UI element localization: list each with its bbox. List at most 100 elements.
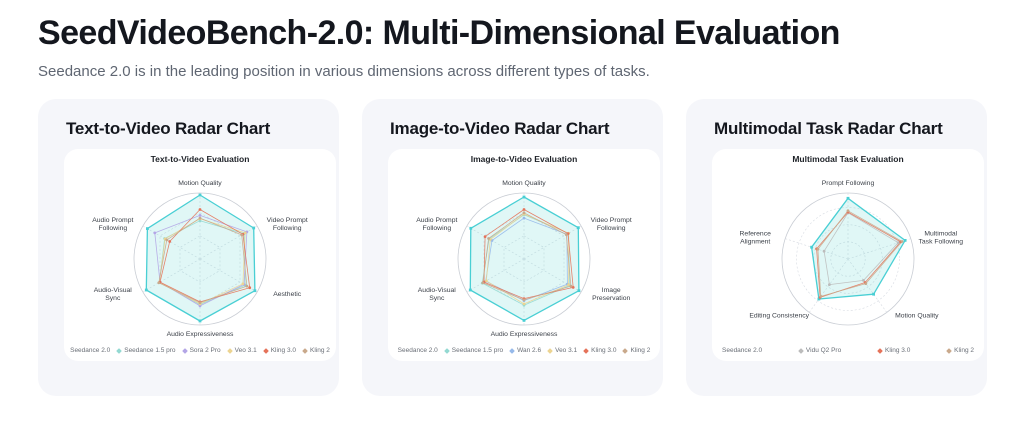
- legend-label: Kling 3.0: [591, 347, 617, 354]
- data-point: [567, 283, 570, 287]
- legend-label: Seedance 2.0: [70, 347, 111, 354]
- legend-label: Seedance 2.0: [722, 347, 763, 354]
- data-point: [576, 226, 580, 230]
- series-seedance-2-0: [810, 197, 906, 300]
- data-point: [896, 241, 900, 245]
- data-point: [564, 233, 568, 236]
- legend-item-seedance-1-5-pro[interactable]: Seedance 1.5 pro: [443, 347, 503, 354]
- legend-marker-icon: [877, 347, 883, 354]
- legend-item-seedance-2-0[interactable]: Seedance 2.0: [398, 347, 438, 354]
- radar-spoke: [142, 225, 201, 260]
- axis-label: Audio Prompt Following: [92, 217, 133, 232]
- legend-marker-icon: [946, 347, 952, 354]
- data-point: [146, 227, 149, 230]
- data-point: [522, 211, 526, 215]
- radar-grid-ring: [503, 235, 545, 283]
- page-subtitle: Seedance 2.0 is in the leading position …: [38, 63, 650, 80]
- data-point: [469, 226, 473, 230]
- data-point: [253, 289, 257, 293]
- data-point: [198, 193, 202, 197]
- legend-item-vidu-q2-pro[interactable]: Vidu Q2 Pro: [798, 347, 842, 354]
- legend-item-sora-2-pro[interactable]: Sora 2 Pro: [181, 347, 221, 354]
- legend-label: Veo 3.1: [555, 347, 578, 354]
- data-point: [569, 284, 573, 288]
- data-point: [168, 240, 172, 243]
- data-point: [810, 245, 813, 249]
- axis-label: Reference Alignment: [740, 230, 772, 245]
- axis-label: Motion Quality: [502, 180, 546, 187]
- legend-item-kling-3-0[interactable]: Kling 3.0: [262, 347, 296, 354]
- legend-label: Kling 2: [310, 347, 330, 354]
- data-point: [522, 195, 526, 199]
- legend-label: Vidu Q2 Pro: [805, 347, 842, 354]
- data-point: [245, 284, 249, 288]
- legend-label: Seedance 1.5 pro: [124, 347, 176, 354]
- card-heading-text-to-video: Text-to-Video Radar Chart: [66, 119, 271, 138]
- data-point: [157, 281, 161, 285]
- legend-label: Sora 2 Pro: [189, 347, 221, 354]
- legend-item-kling-3-0[interactable]: Kling 3.0: [877, 347, 910, 354]
- legend-item-wan-2-6[interactable]: Wan 2.6: [509, 347, 542, 354]
- data-point: [522, 319, 526, 322]
- data-point: [241, 282, 245, 286]
- radar-chart-multimodal-task: Prompt Following Multimodal Task Following…: [740, 180, 963, 326]
- data-point: [862, 279, 865, 282]
- legend-item-kling-3-0[interactable]: Kling 3.0: [583, 347, 617, 354]
- data-point: [900, 240, 904, 243]
- legend-marker-icon: [583, 347, 589, 354]
- legend-item-kling-2[interactable]: Kling 2: [946, 347, 974, 354]
- card-heading-multimodal-task: Multimodal Task Radar Chart: [714, 119, 943, 138]
- data-point: [240, 233, 244, 237]
- radar-spoke: [523, 258, 582, 293]
- legend-item-seedance-1-5-pro[interactable]: Seedance 1.5 pro: [116, 347, 176, 354]
- legend-item-veo-3-1[interactable]: Veo 3.1: [547, 347, 578, 354]
- chart-legend: Seedance 2.0 Seedance 1.5 pro Wan 2.6 Veo 3…: [388, 347, 660, 354]
- data-point: [816, 247, 820, 251]
- axis-label: Editing Consistency: [749, 313, 809, 320]
- data-point: [198, 319, 202, 323]
- legend-marker-icon: [181, 347, 188, 354]
- data-point: [198, 216, 202, 220]
- axis-label: Image Preservation: [592, 287, 630, 302]
- card-heading-image-to-video: Image-to-Video Radar Chart: [390, 119, 610, 138]
- data-point: [198, 301, 202, 304]
- legend-label: Kling 3.0: [270, 347, 296, 354]
- legend-item-seedance-2-0[interactable]: Seedance 2.0: [722, 347, 762, 354]
- data-point: [903, 239, 907, 242]
- data-point: [487, 237, 490, 240]
- data-point: [522, 302, 526, 306]
- data-point: [872, 292, 875, 296]
- data-point: [248, 286, 252, 290]
- chart-title: Multimodal Task Evaluation: [792, 154, 904, 164]
- data-point: [522, 208, 526, 211]
- axis-label: Video Prompt Following: [591, 217, 632, 232]
- data-point: [198, 219, 202, 223]
- legend-label: Seedance 2.0: [397, 347, 438, 354]
- axis-label: Audio-Visual Sync: [418, 287, 457, 302]
- axis-label: Audio Prompt Following: [416, 217, 457, 232]
- chart-legend: Seedance 2.0 Vidu Q2 Pro Kling 3.0 Kling 2: [712, 347, 984, 354]
- legend-marker-icon: [622, 347, 629, 354]
- radar-spoke: [847, 258, 888, 313]
- radar-spoke: [466, 225, 525, 260]
- axis-label: Prompt Following: [822, 180, 875, 187]
- radar-spoke: [199, 225, 258, 260]
- legend-marker-icon: [547, 347, 553, 354]
- legend-item-kling-2[interactable]: Kling 2: [302, 347, 330, 354]
- chart-title: Image-to-Video Evaluation: [470, 154, 578, 164]
- legend-item-kling-2[interactable]: Kling 2: [622, 347, 651, 354]
- radar-grid-ring: [179, 235, 221, 283]
- card-image-to-video: Image-to-Video Radar Chart Image-to-Vide…: [362, 99, 663, 396]
- legend-marker-icon: [798, 347, 804, 354]
- axis-label: Motion Quality: [178, 180, 222, 187]
- data-point: [252, 226, 256, 230]
- legend-label: Kling 2: [630, 347, 651, 354]
- legend-marker-icon: [302, 347, 308, 354]
- axis-label: Video Prompt Following: [267, 217, 308, 232]
- legend-label: Wan 2.6: [517, 347, 542, 354]
- data-point: [481, 281, 485, 285]
- series-kling-2: [817, 210, 903, 297]
- legend-item-seedance-2-0[interactable]: Seedance 2.0: [70, 347, 110, 354]
- legend-item-veo-3-1[interactable]: Veo 3.1: [226, 347, 257, 354]
- data-point: [522, 298, 526, 302]
